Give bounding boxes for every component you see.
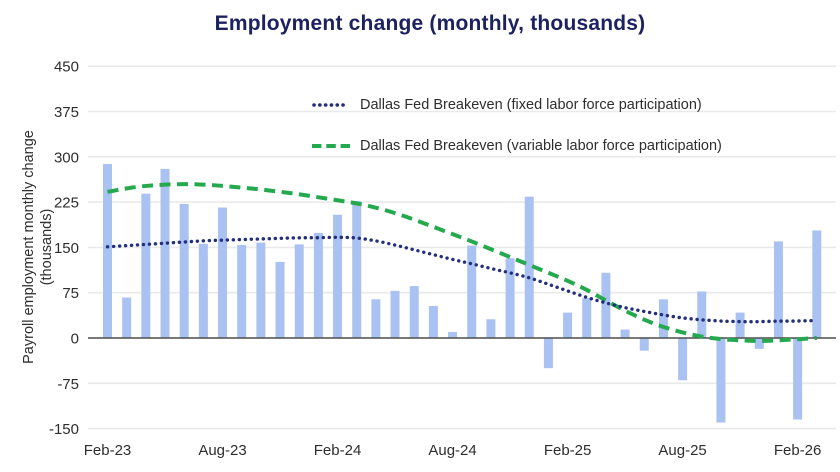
bar-Aug-24 [448,331,458,338]
bar-Nov-24 [505,258,515,338]
bar-Mar-26 [812,230,822,338]
y-tick-label: -75 [57,376,79,393]
bar-Sep-23 [237,244,247,338]
bar-Dec-25 [754,338,764,349]
bar-Jan-26 [773,241,783,338]
bar-May-23 [160,168,170,338]
bar-Feb-23 [103,164,112,338]
bars [103,164,822,423]
y-tick-label: 150 [54,240,79,257]
bar-May-24 [390,290,400,338]
y-tick-label: -150 [49,421,79,438]
x-tick-label: Aug-23 [198,442,246,459]
x-tick-label: Feb-24 [314,442,362,459]
y-tick-label: 375 [54,104,79,121]
y-tick-label: 0 [71,331,79,348]
bar-Jul-24 [428,305,438,338]
x-tick-label: Feb-23 [84,442,132,459]
dashed-line-swatch [312,144,350,148]
bar-Dec-23 [294,244,304,338]
bar-Oct-25 [716,338,726,423]
chart-title: Employment change (monthly, thousands) [214,12,646,35]
y-tick-label: 75 [62,285,79,302]
bar-Jan-25 [543,338,553,369]
bar-Apr-24 [371,299,381,338]
bar-Nov-25 [735,312,745,338]
y-tick-labels: 450 375 300 225 150 75 0 -75 -150 [49,59,79,438]
bar-Jul-23 [198,243,208,338]
bar-Sep-25 [697,291,707,338]
bar-Mar-25 [582,298,592,338]
bar-Apr-23 [141,193,151,338]
bar-Jun-25 [639,338,649,351]
bar-Jan-24 [313,232,323,338]
legend: Dallas Fed Breakeven (fixed labor force … [311,96,722,178]
legend-label-variable: Dallas Fed Breakeven (variable labor for… [360,138,722,154]
variable-breakeven-line [107,182,817,343]
bar-Jul-25 [658,299,668,338]
bar-Mar-24 [352,200,362,338]
x-tick-label: Feb-26 [774,442,822,459]
legend-item-fixed: Dallas Fed Breakeven (fixed labor force … [311,96,722,114]
bar-Jun-23 [179,203,189,338]
y-tick-label: 450 [54,59,79,76]
bar-Nov-23 [275,261,285,338]
bar-Jun-24 [409,286,419,338]
bar-Aug-25 [678,338,688,381]
bar-Aug-23 [218,207,228,338]
bar-Oct-24 [486,319,496,338]
dotted-line-swatch [312,103,350,107]
bar-Oct-23 [256,242,266,338]
bar-Mar-23 [122,297,132,338]
legend-label-fixed: Dallas Fed Breakeven (fixed labor force … [360,97,702,113]
fixed-breakeven-line [105,235,819,324]
x-tick-labels: Feb-23 Aug-23 Feb-24 Aug-24 Feb-25 Aug-25 Feb-… [84,442,822,459]
bar-Apr-25 [601,272,611,338]
x-tick-label: Feb-25 [544,442,592,459]
bar-Feb-24 [333,214,343,338]
y-tick-label: 225 [54,195,79,212]
x-tick-label: Aug-25 [658,442,706,459]
legend-item-variable: Dallas Fed Breakeven (variable labor for… [311,137,722,155]
y-tick-label: 300 [54,149,79,166]
x-tick-label: Aug-24 [428,442,476,459]
bar-Feb-25 [563,312,573,338]
bar-Feb-26 [793,338,803,420]
bar-Dec-24 [524,196,534,338]
bar-May-25 [620,329,630,338]
bar-Sep-24 [467,245,477,338]
gridlines [88,65,836,430]
